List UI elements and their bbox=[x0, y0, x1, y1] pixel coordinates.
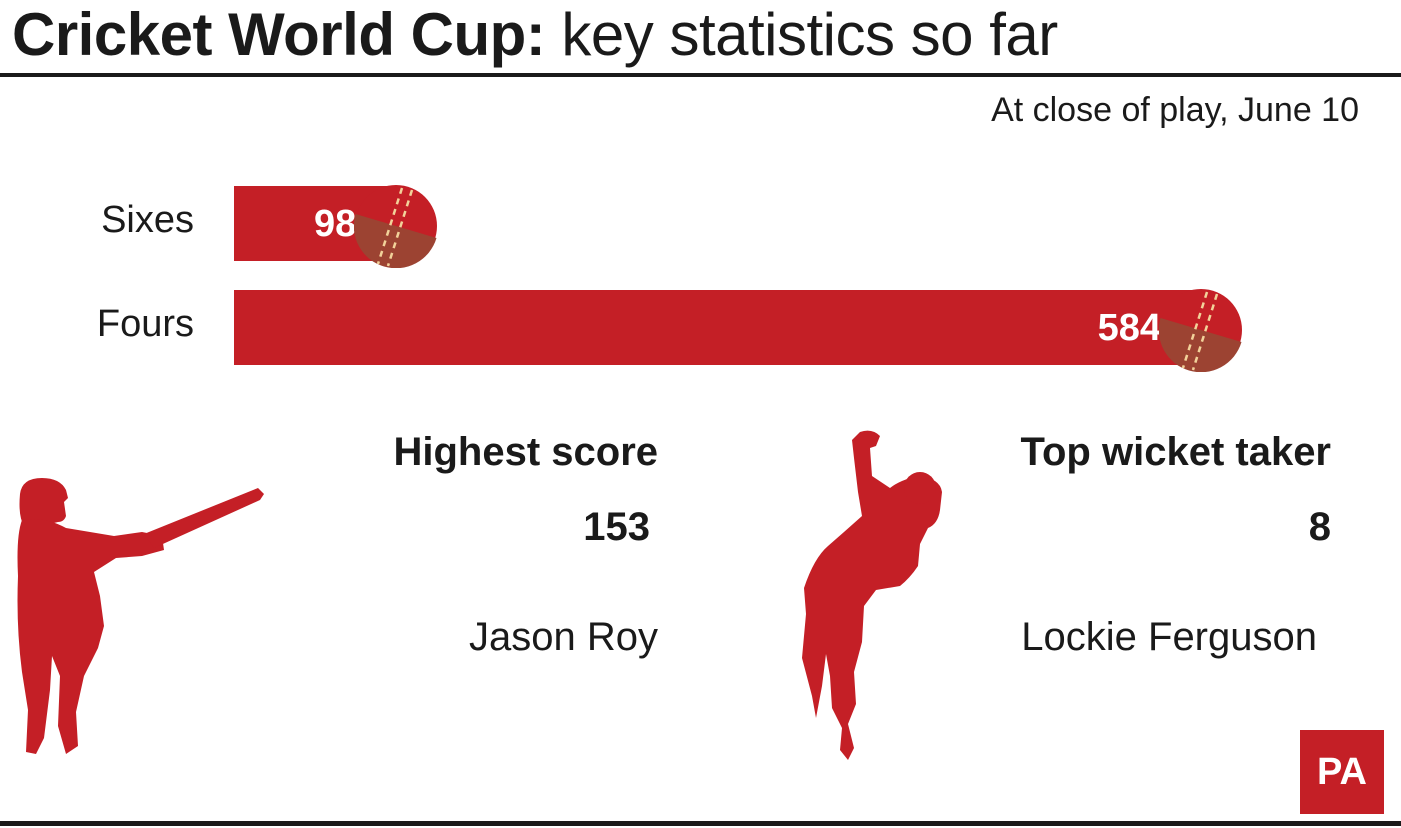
cricket-ball-icon bbox=[354, 184, 438, 268]
bar-value-sixes: 98 bbox=[313, 202, 357, 245]
chart-subtitle: At close of play, June 10 bbox=[991, 91, 1359, 129]
chart-title: Cricket World Cup: key statistics so far bbox=[12, 2, 1058, 68]
bottom-rule bbox=[0, 821, 1401, 826]
category-label-sixes: Sixes bbox=[101, 199, 194, 241]
top-wicket-taker-value: 8 bbox=[1308, 505, 1331, 549]
category-label-fours: Fours bbox=[96, 303, 194, 345]
top-wicket-taker-heading: Top wicket taker bbox=[1020, 430, 1331, 474]
top-rule bbox=[0, 73, 1401, 77]
pa-logo: PA bbox=[1300, 730, 1384, 814]
bar-value-fours: 584 bbox=[1097, 306, 1161, 349]
highest-score-value: 153 bbox=[583, 505, 650, 549]
bowler-silhouette-icon bbox=[802, 430, 942, 760]
top-wicket-taker-player: Lockie Ferguson bbox=[1021, 615, 1317, 659]
highest-score-heading: Highest score bbox=[393, 430, 658, 474]
batsman-silhouette-icon bbox=[17, 478, 264, 754]
title-regular: key statistics so far bbox=[545, 1, 1058, 68]
bar-fours bbox=[234, 290, 1201, 365]
highest-score-player: Jason Roy bbox=[469, 615, 658, 659]
title-bold: Cricket World Cup: bbox=[12, 1, 546, 68]
cricket-ball-icon bbox=[1159, 288, 1242, 372]
